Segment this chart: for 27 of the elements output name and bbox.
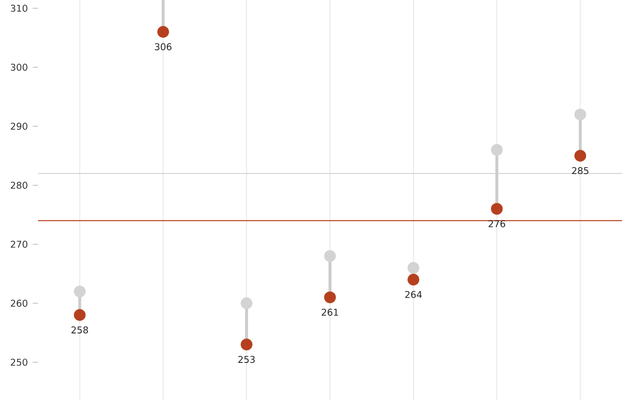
data-label: 306 (154, 43, 172, 50)
point (74, 309, 86, 321)
point (324, 291, 336, 304)
data-label: 285 (572, 167, 588, 174)
data-label: 264 (405, 291, 422, 298)
point (490, 144, 503, 156)
data-label: 276 (488, 220, 506, 228)
y-tick-label: 250 (10, 358, 28, 366)
point (74, 286, 86, 298)
y-tick-label: 280 (10, 182, 28, 189)
point (408, 274, 420, 286)
data-label: 253 (238, 356, 255, 363)
point (574, 150, 586, 162)
y-tick-label: 260 (10, 300, 28, 307)
data-label: 261 (322, 308, 338, 316)
point (574, 108, 586, 120)
point (240, 297, 252, 310)
y-tick-label: 290 (10, 122, 28, 130)
point (490, 202, 503, 215)
y-tick-label: 270 (10, 240, 28, 248)
y-tick-label: 300 (10, 64, 28, 71)
data-label: 258 (72, 326, 88, 334)
point (324, 250, 336, 262)
point (157, 26, 170, 38)
point (240, 338, 252, 350)
point (408, 262, 420, 274)
y-tick-label: 310 (10, 4, 28, 12)
